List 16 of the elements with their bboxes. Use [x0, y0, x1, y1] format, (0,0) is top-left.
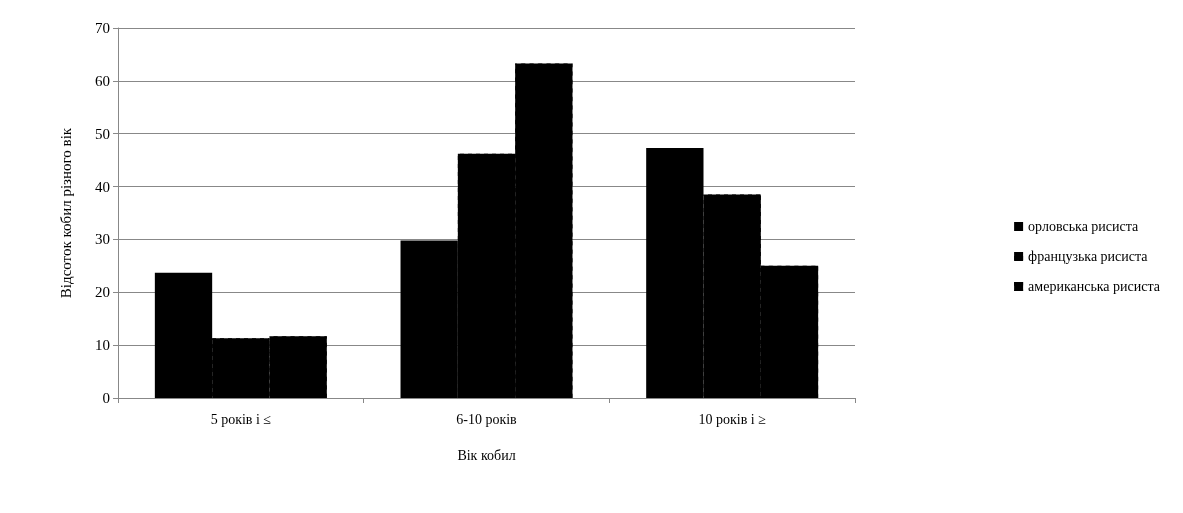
y-tick-label: 70: [95, 20, 110, 36]
x-tick-label: 5 років і ≤: [210, 411, 272, 427]
y-tick-label: 60: [95, 72, 110, 89]
legend-label: американська рисиста: [1028, 279, 1161, 294]
y-tick-label: 40: [95, 178, 110, 195]
y-tick-label: 0: [102, 390, 110, 406]
y-tick-label: 10: [95, 337, 110, 354]
y-axis-title: Відсоток кобил різного вік: [57, 127, 74, 299]
legend-label: орловська рисиста: [1028, 219, 1140, 234]
x-tick-label: 6-10 років: [456, 411, 518, 427]
y-tick-label: 50: [95, 125, 110, 142]
y-tick-label: 30: [95, 231, 110, 248]
x-tick-label: 10 років і ≥: [698, 411, 767, 427]
y-tick-label: 20: [95, 284, 110, 301]
x-axis-title: Вік кобил: [457, 447, 516, 463]
legend-label: французька рисиста: [1028, 249, 1149, 264]
